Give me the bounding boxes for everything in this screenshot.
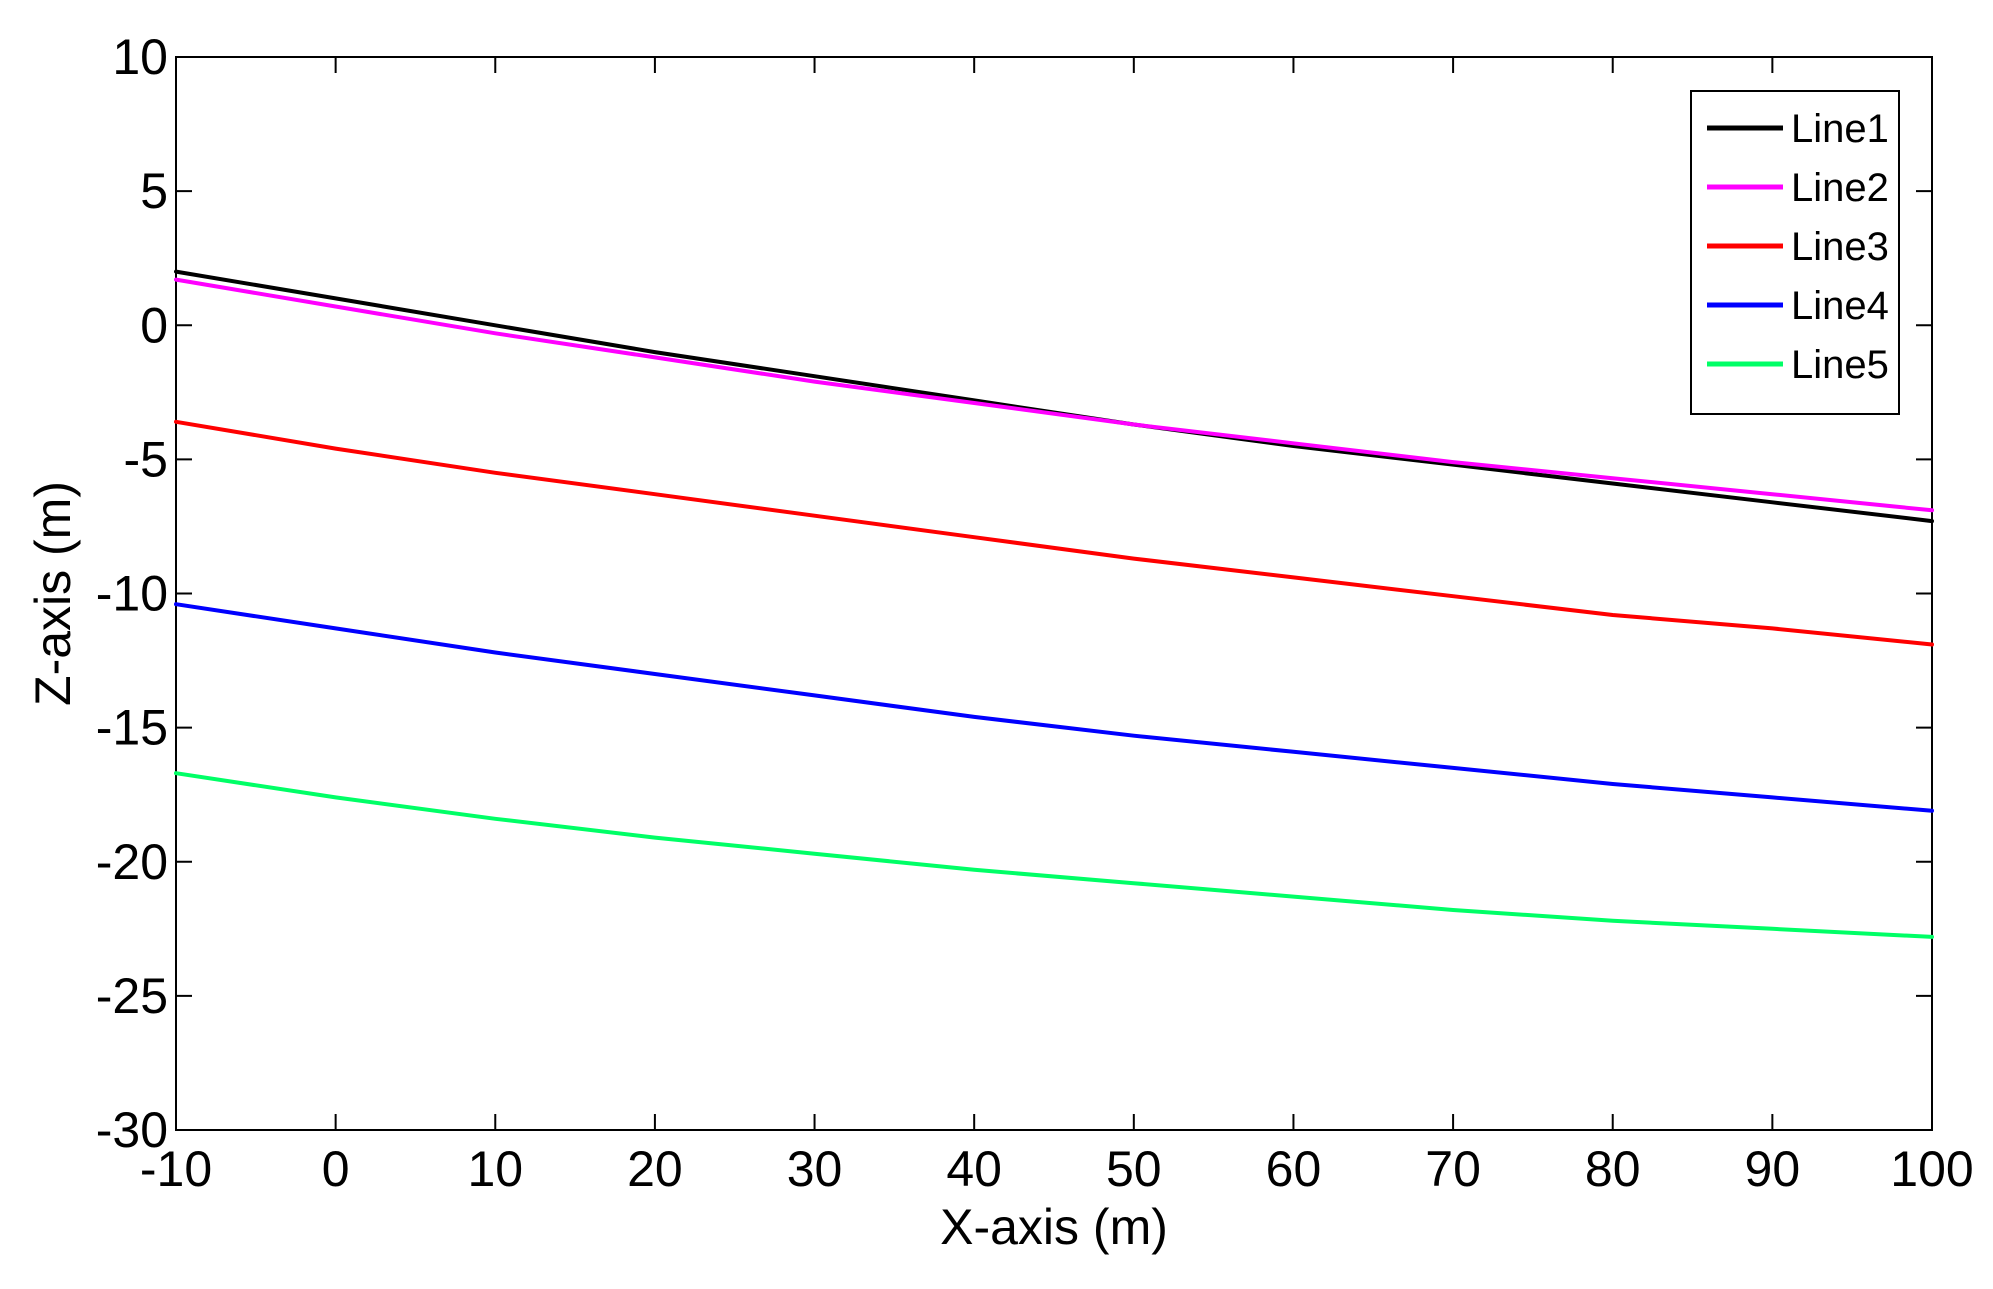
y-tick-label: 0 — [140, 297, 168, 353]
series-lines — [174, 269, 1934, 939]
y-tick-label: -10 — [96, 566, 168, 622]
x-tick-label: 30 — [787, 1141, 843, 1197]
y-tick-label: -5 — [124, 431, 168, 487]
x-tick-label: 70 — [1425, 1141, 1481, 1197]
y-tick-label: 10 — [112, 29, 168, 85]
legend-label: Line5 — [1791, 343, 1889, 387]
legend-item-line1: Line1 — [1707, 107, 1889, 151]
x-tick-label: -10 — [140, 1141, 212, 1197]
x-tick-label: 20 — [627, 1141, 683, 1197]
x-tick-label: 50 — [1106, 1141, 1162, 1197]
series-line-line4 — [174, 602, 1934, 813]
x-tick-label: 80 — [1585, 1141, 1641, 1197]
series-line-line2 — [174, 277, 1934, 513]
legend-box — [1690, 90, 1900, 415]
x-tick-label: 40 — [946, 1141, 1002, 1197]
y-axis-label: Z-axis (m) — [25, 481, 81, 706]
y-axis-ticks: 10 5 0 -5 -10 -15 -20 -25 -30 — [96, 29, 1932, 1158]
x-tick-label: 0 — [322, 1141, 350, 1197]
legend-item-line4: Line4 — [1707, 284, 1889, 328]
series-line-line3 — [174, 419, 1934, 647]
legend-item-line5: Line5 — [1707, 343, 1889, 387]
legend-label: Line2 — [1791, 166, 1889, 210]
legend: Line1 Line2 Line3 Line4 Line5 — [1690, 90, 1900, 415]
legend-label: Line4 — [1791, 284, 1889, 328]
legend-label: Line1 — [1791, 107, 1889, 151]
x-axis-label: X-axis (m) — [940, 1199, 1168, 1255]
x-tick-label: 10 — [467, 1141, 523, 1197]
x-tick-label: 60 — [1266, 1141, 1322, 1197]
y-tick-label: -30 — [96, 1102, 168, 1158]
legend-label: Line3 — [1791, 225, 1889, 269]
x-tick-label: 100 — [1890, 1141, 1973, 1197]
y-tick-label: -15 — [96, 700, 168, 756]
legend-item-line2: Line2 — [1707, 166, 1889, 210]
series-line-line5 — [174, 771, 1934, 939]
y-tick-label: -20 — [96, 834, 168, 890]
y-tick-label: -25 — [96, 968, 168, 1024]
x-tick-label: 90 — [1745, 1141, 1801, 1197]
legend-item-line3: Line3 — [1707, 225, 1889, 269]
x-axis-ticks: -10 0 10 20 30 40 50 60 70 80 90 100 — [140, 57, 1974, 1197]
y-tick-label: 5 — [140, 163, 168, 219]
